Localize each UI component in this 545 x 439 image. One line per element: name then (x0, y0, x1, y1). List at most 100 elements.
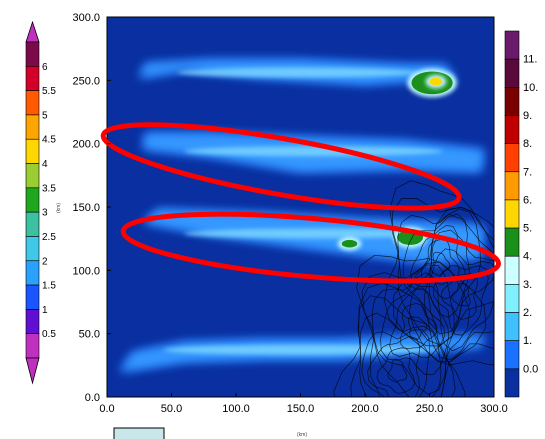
colorbar-left-swatch (25, 187, 40, 213)
colorbar-left-bottom-arrow (25, 357, 40, 385)
x-axis-unit: (km) (297, 432, 307, 438)
y-axis: 0.0 50.0 100.0 150.0 200.0 250.0 300.0 (72, 12, 111, 404)
x-tick-label: 250.0 (416, 403, 444, 415)
colorbar-left-label: 1.5 (42, 281, 56, 292)
colorbar-left-swatch (25, 284, 40, 310)
colorbar-left-label: 4.5 (42, 135, 56, 146)
contour-line (350, 295, 456, 397)
colorbar-left-swatch (25, 309, 40, 334)
highlight-ellipses (100, 122, 501, 284)
colorbar-right-swatch (504, 312, 520, 341)
band-mid-core (183, 228, 443, 239)
contour-lines (333, 180, 494, 397)
colorbar-left-label: 0.5 (42, 329, 56, 340)
colorbar-left-swatch (25, 41, 40, 67)
colorbar-left-swatch (25, 333, 40, 359)
x-tick-label: 100.0 (222, 403, 250, 415)
x-axis: 0.0 50.0 100.0 150.0 200.0 250.0 300.0 (99, 393, 508, 415)
colorbar-left-label: 1 (42, 305, 48, 316)
contour-line (423, 229, 494, 361)
colorbar-right-swatch (504, 171, 520, 201)
colorbar-right-swatch (504, 255, 520, 285)
colorbar-right-swatch (504, 340, 520, 370)
colorbar-right-label: 3. (523, 279, 532, 291)
contour-line (410, 225, 466, 300)
y-tick-label: 100.0 (72, 265, 100, 277)
contour-line (367, 335, 421, 397)
x-tick-label: 200.0 (351, 403, 379, 415)
x-tick-label: 50.0 (161, 403, 182, 415)
colorbar-left-top-arrow (25, 20, 40, 43)
colorbar-left-label: 3.5 (42, 183, 56, 194)
band-top-core (177, 67, 418, 78)
colorbar-right-swatch (504, 368, 520, 398)
intensity-bands (119, 60, 484, 372)
colorbar-right-label: 9. (523, 110, 532, 122)
contour-line (402, 213, 470, 318)
y-tick-label: 150.0 (72, 202, 100, 214)
x-tick-label: 0.0 (99, 403, 114, 415)
y-tick-label: 300.0 (72, 12, 100, 24)
colorbar-right-label: 5. (523, 223, 532, 235)
colorbar-right-label: 2. (523, 307, 532, 319)
colorbar-right-swatch (504, 87, 520, 116)
legend-box-fragment (113, 427, 165, 439)
contour-line (376, 347, 415, 394)
y-tick-label: 200.0 (72, 139, 100, 151)
contour-line (428, 248, 494, 352)
colorbar-right-label: 1. (523, 335, 532, 347)
contour-line (359, 312, 442, 397)
contour-line (387, 358, 408, 383)
colorbar-right: 11. 10. 9. 8. 7. 6. 5. 4. 3. 2. 1. 0.0 (504, 30, 538, 398)
contour-line (356, 254, 487, 397)
plot-area (100, 16, 501, 398)
colorbar-left-label: 5 (42, 110, 48, 121)
contour-line (433, 265, 489, 336)
y-tick-label: 50.0 (79, 329, 100, 341)
x-tick-label: 150.0 (287, 403, 315, 415)
hotspot-1 (429, 77, 443, 86)
colorbar-left-label: 5.5 (42, 86, 56, 97)
contour-line (420, 239, 460, 285)
band-bottom-core (163, 344, 441, 355)
contour-line (383, 180, 494, 347)
colorbar-right-label: 11. (523, 54, 537, 66)
colorbar-right-label: 10. (523, 82, 538, 94)
colorbar-left: 6 5.5 5 4.5 4 3.5 3 2.5 2 1.5 1 0.5 (25, 20, 56, 385)
colorbar-right-swatch (504, 199, 520, 229)
y-tick-label: 250.0 (72, 75, 100, 87)
colorbar-left-label: 2 (42, 256, 48, 267)
highlight-ellipse-0 (100, 122, 462, 211)
colorbar-left-swatch (25, 211, 40, 237)
colorbar-left-swatch (25, 114, 40, 140)
contour-line (371, 264, 455, 395)
colorbar-left-label: 3 (42, 208, 48, 219)
colorbar-left-swatch (25, 66, 40, 91)
contour-line (431, 251, 451, 276)
colorbar-right-swatch (504, 30, 520, 60)
colorbar-left-swatch (25, 236, 40, 262)
colorbar-right-label: 0.0 (523, 363, 538, 375)
highlight-ellipse-1 (120, 211, 501, 284)
colorbar-right-swatch (504, 115, 520, 144)
contour-line (408, 316, 428, 340)
colorbar-left-label: 6 (42, 62, 48, 73)
hotspot-2 (341, 239, 358, 248)
colorbar-left-swatch (25, 90, 40, 116)
band-upper-mid-core (183, 146, 443, 157)
colorbar-left-swatch (25, 138, 40, 164)
colorbar-right-swatch (504, 227, 520, 257)
y-axis-unit: (km) (56, 203, 62, 213)
y-tick-label: 0.0 (85, 392, 100, 404)
colorbar-right-label: 7. (523, 166, 532, 178)
colorbar-left-swatch (25, 260, 40, 286)
colorbar-left-label: 2.5 (42, 232, 56, 243)
colorbar-right-swatch (504, 143, 520, 173)
x-tick-label: 300.0 (480, 403, 508, 415)
colorbar-right-label: 8. (523, 138, 532, 150)
colorbar-right-swatch (504, 284, 520, 313)
contour-line (393, 207, 494, 366)
colorbar-right-label: 6. (523, 194, 532, 206)
contour-line (451, 283, 471, 307)
